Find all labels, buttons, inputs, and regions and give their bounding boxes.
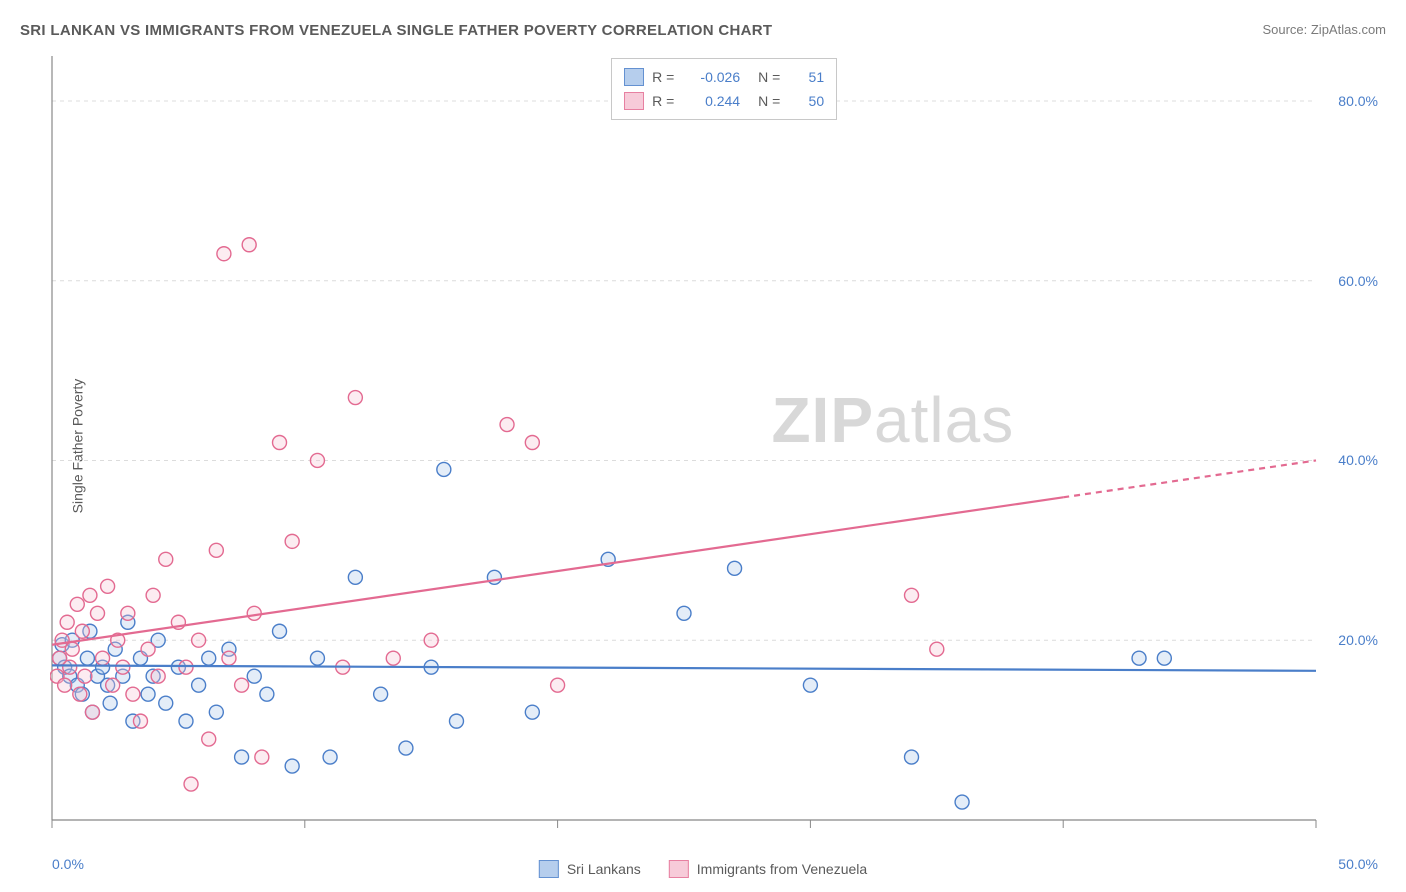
series-legend-item: Immigrants from Venezuela: [669, 860, 867, 878]
legend-r-label: R =: [652, 69, 680, 85]
x-tick-label: 50.0%: [1338, 856, 1378, 872]
legend-n-value: 50: [794, 93, 824, 109]
y-tick-label: 20.0%: [1338, 632, 1378, 648]
legend-swatch: [624, 68, 644, 86]
legend-row: R = -0.026 N = 51: [624, 65, 824, 89]
series-legend: Sri Lankans Immigrants from Venezuela: [539, 860, 867, 878]
series-legend-item: Sri Lankans: [539, 860, 641, 878]
y-tick-label: 60.0%: [1338, 273, 1378, 289]
series-legend-label: Immigrants from Venezuela: [697, 861, 867, 877]
legend-swatch: [539, 860, 559, 878]
legend-r-value: 0.244: [688, 93, 740, 109]
legend-n-label: N =: [758, 93, 786, 109]
legend-n-label: N =: [758, 69, 786, 85]
legend-n-value: 51: [794, 69, 824, 85]
legend-swatch: [669, 860, 689, 878]
legend-r-value: -0.026: [688, 69, 740, 85]
legend-swatch: [624, 92, 644, 110]
correlation-legend: R = -0.026 N = 51 R = 0.244 N = 50: [611, 58, 837, 120]
chart-container: SRI LANKAN VS IMMIGRANTS FROM VENEZUELA …: [0, 0, 1406, 892]
scatter-plot-svg: [50, 52, 1386, 840]
legend-row: R = 0.244 N = 50: [624, 89, 824, 113]
plot-area: ZIPatlas R =-0.026N =51R =0.244N =50 20.…: [50, 52, 1386, 840]
x-tick-label: 0.0%: [52, 856, 84, 872]
legend-r-label: R =: [652, 93, 680, 109]
series-legend-label: Sri Lankans: [567, 861, 641, 877]
chart-title: SRI LANKAN VS IMMIGRANTS FROM VENEZUELA …: [20, 22, 772, 39]
y-tick-label: 40.0%: [1338, 452, 1378, 468]
y-tick-label: 80.0%: [1338, 93, 1378, 109]
source-label: Source: ZipAtlas.com: [1262, 22, 1386, 37]
